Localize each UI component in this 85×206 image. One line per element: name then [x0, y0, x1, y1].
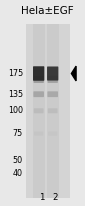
Text: 50: 50	[13, 155, 23, 164]
Text: 1: 1	[39, 192, 45, 201]
Text: 135: 135	[8, 89, 23, 98]
Polygon shape	[71, 67, 76, 82]
Bar	[26, 25, 70, 198]
Text: 175: 175	[8, 69, 23, 78]
FancyBboxPatch shape	[47, 67, 58, 81]
Text: 40: 40	[13, 169, 23, 178]
Text: 75: 75	[13, 128, 23, 137]
FancyBboxPatch shape	[48, 76, 58, 84]
FancyBboxPatch shape	[34, 109, 44, 114]
FancyBboxPatch shape	[33, 76, 44, 84]
Bar	[47, 25, 59, 198]
Bar	[33, 25, 45, 198]
Text: Hela±EGF: Hela±EGF	[21, 6, 74, 16]
Text: 2: 2	[53, 192, 58, 201]
FancyBboxPatch shape	[47, 92, 58, 98]
FancyBboxPatch shape	[34, 132, 43, 136]
Text: 100: 100	[8, 106, 23, 115]
FancyBboxPatch shape	[33, 67, 44, 81]
FancyBboxPatch shape	[48, 109, 58, 114]
FancyBboxPatch shape	[33, 92, 44, 98]
FancyBboxPatch shape	[48, 132, 57, 136]
